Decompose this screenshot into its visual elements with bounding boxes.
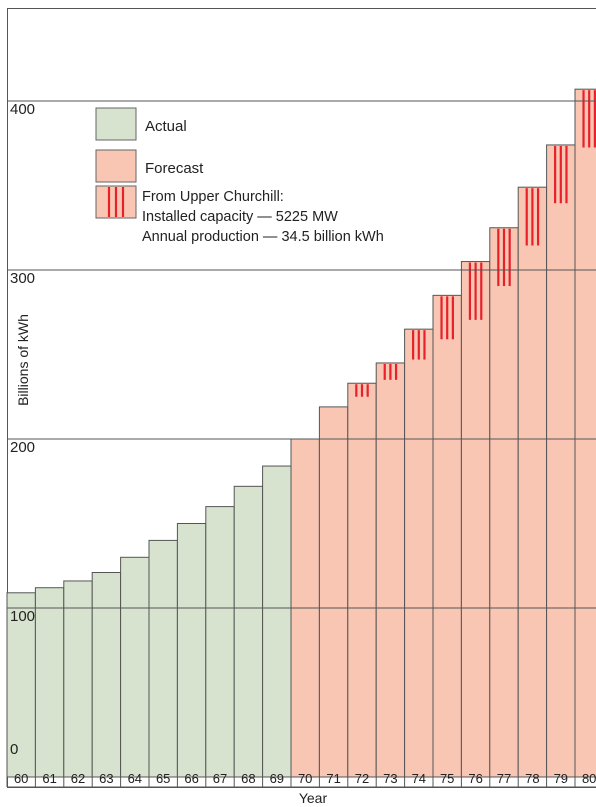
x-tick-65: 65 xyxy=(156,771,170,786)
bar-forecast-76 xyxy=(460,261,491,778)
legend-swatch-actual xyxy=(95,107,137,141)
x-tick-61: 61 xyxy=(42,771,56,786)
x-tick-69: 69 xyxy=(270,771,284,786)
legend-churchill-production: Annual production — 34.5 billion kWh xyxy=(142,229,384,245)
bar-forecast-71 xyxy=(318,406,349,778)
bar-actual-65 xyxy=(148,539,178,778)
x-tick-60: 60 xyxy=(14,771,28,786)
legend-swatch-forecast xyxy=(95,149,137,183)
bar-forecast-78 xyxy=(517,186,548,778)
bar-forecast-73 xyxy=(375,362,406,778)
bar-forecast-75 xyxy=(432,294,462,778)
x-tick-66: 66 xyxy=(184,771,198,786)
bar-actual-64 xyxy=(120,556,150,778)
legend-label-actual: Actual xyxy=(145,118,187,135)
x-tick-67: 67 xyxy=(213,771,227,786)
bar-actual-69 xyxy=(262,465,292,778)
legend: Actual Forecast From Upper Churchill: In… xyxy=(95,107,384,245)
x-tick-64: 64 xyxy=(128,771,142,786)
bar-churchill-76 xyxy=(468,262,483,320)
bar-churchill-78 xyxy=(525,188,540,246)
bar-churchill-79 xyxy=(554,145,568,204)
x-tick-70: 70 xyxy=(298,771,312,786)
bar-actual-66 xyxy=(176,523,207,778)
y-axis-label: Billions of kWh xyxy=(15,314,31,406)
bar-actual-68 xyxy=(233,485,264,778)
bar-churchill-72 xyxy=(355,384,369,397)
bar-churchill-80 xyxy=(582,90,596,148)
bar-forecast-80 xyxy=(574,88,596,778)
x-tick-62: 62 xyxy=(71,771,85,786)
bar-churchill-73 xyxy=(383,363,398,380)
x-tick-80: 80 xyxy=(582,771,596,786)
bar-forecast-79 xyxy=(546,144,576,778)
x-tick-73: 73 xyxy=(383,771,397,786)
bar-forecast-74 xyxy=(404,328,434,778)
bar-forecast-72 xyxy=(347,382,377,778)
bar-actual-61 xyxy=(34,587,65,778)
x-tick-78: 78 xyxy=(525,771,539,786)
bar-actual-67 xyxy=(205,506,235,778)
legend-churchill-capacity: Installed capacity — 5225 MW xyxy=(142,209,338,225)
y-tick-400: 400 xyxy=(10,101,35,118)
legend-label-forecast: Forecast xyxy=(145,160,204,177)
bar-actual-62 xyxy=(63,580,93,778)
x-tick-75: 75 xyxy=(440,771,454,786)
bar-churchill-75 xyxy=(440,296,454,340)
x-tick-74: 74 xyxy=(412,771,426,786)
x-tick-63: 63 xyxy=(99,771,113,786)
y-tick-300: 300 xyxy=(10,270,35,287)
x-tick-71: 71 xyxy=(326,771,340,786)
y-tick-0: 0 xyxy=(10,741,18,758)
legend-label-churchill: From Upper Churchill: xyxy=(142,189,284,205)
x-tick-68: 68 xyxy=(241,771,255,786)
bar-actual-63 xyxy=(91,572,122,778)
legend-swatch-churchill xyxy=(95,185,137,219)
x-tick-72: 72 xyxy=(355,771,369,786)
x-axis-label: Year xyxy=(299,790,328,806)
x-tick-76: 76 xyxy=(468,771,482,786)
x-tick-77: 77 xyxy=(497,771,511,786)
bar-churchill-77 xyxy=(497,228,511,287)
bar-forecast-77 xyxy=(489,227,519,778)
y-tick-200: 200 xyxy=(10,439,35,456)
y-tick-100: 100 xyxy=(10,608,35,625)
x-tick-79: 79 xyxy=(554,771,568,786)
bar-churchill-74 xyxy=(412,330,426,360)
